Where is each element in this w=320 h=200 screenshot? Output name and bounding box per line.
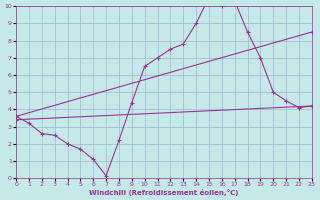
X-axis label: Windchill (Refroidissement éolien,°C): Windchill (Refroidissement éolien,°C) [89,189,239,196]
